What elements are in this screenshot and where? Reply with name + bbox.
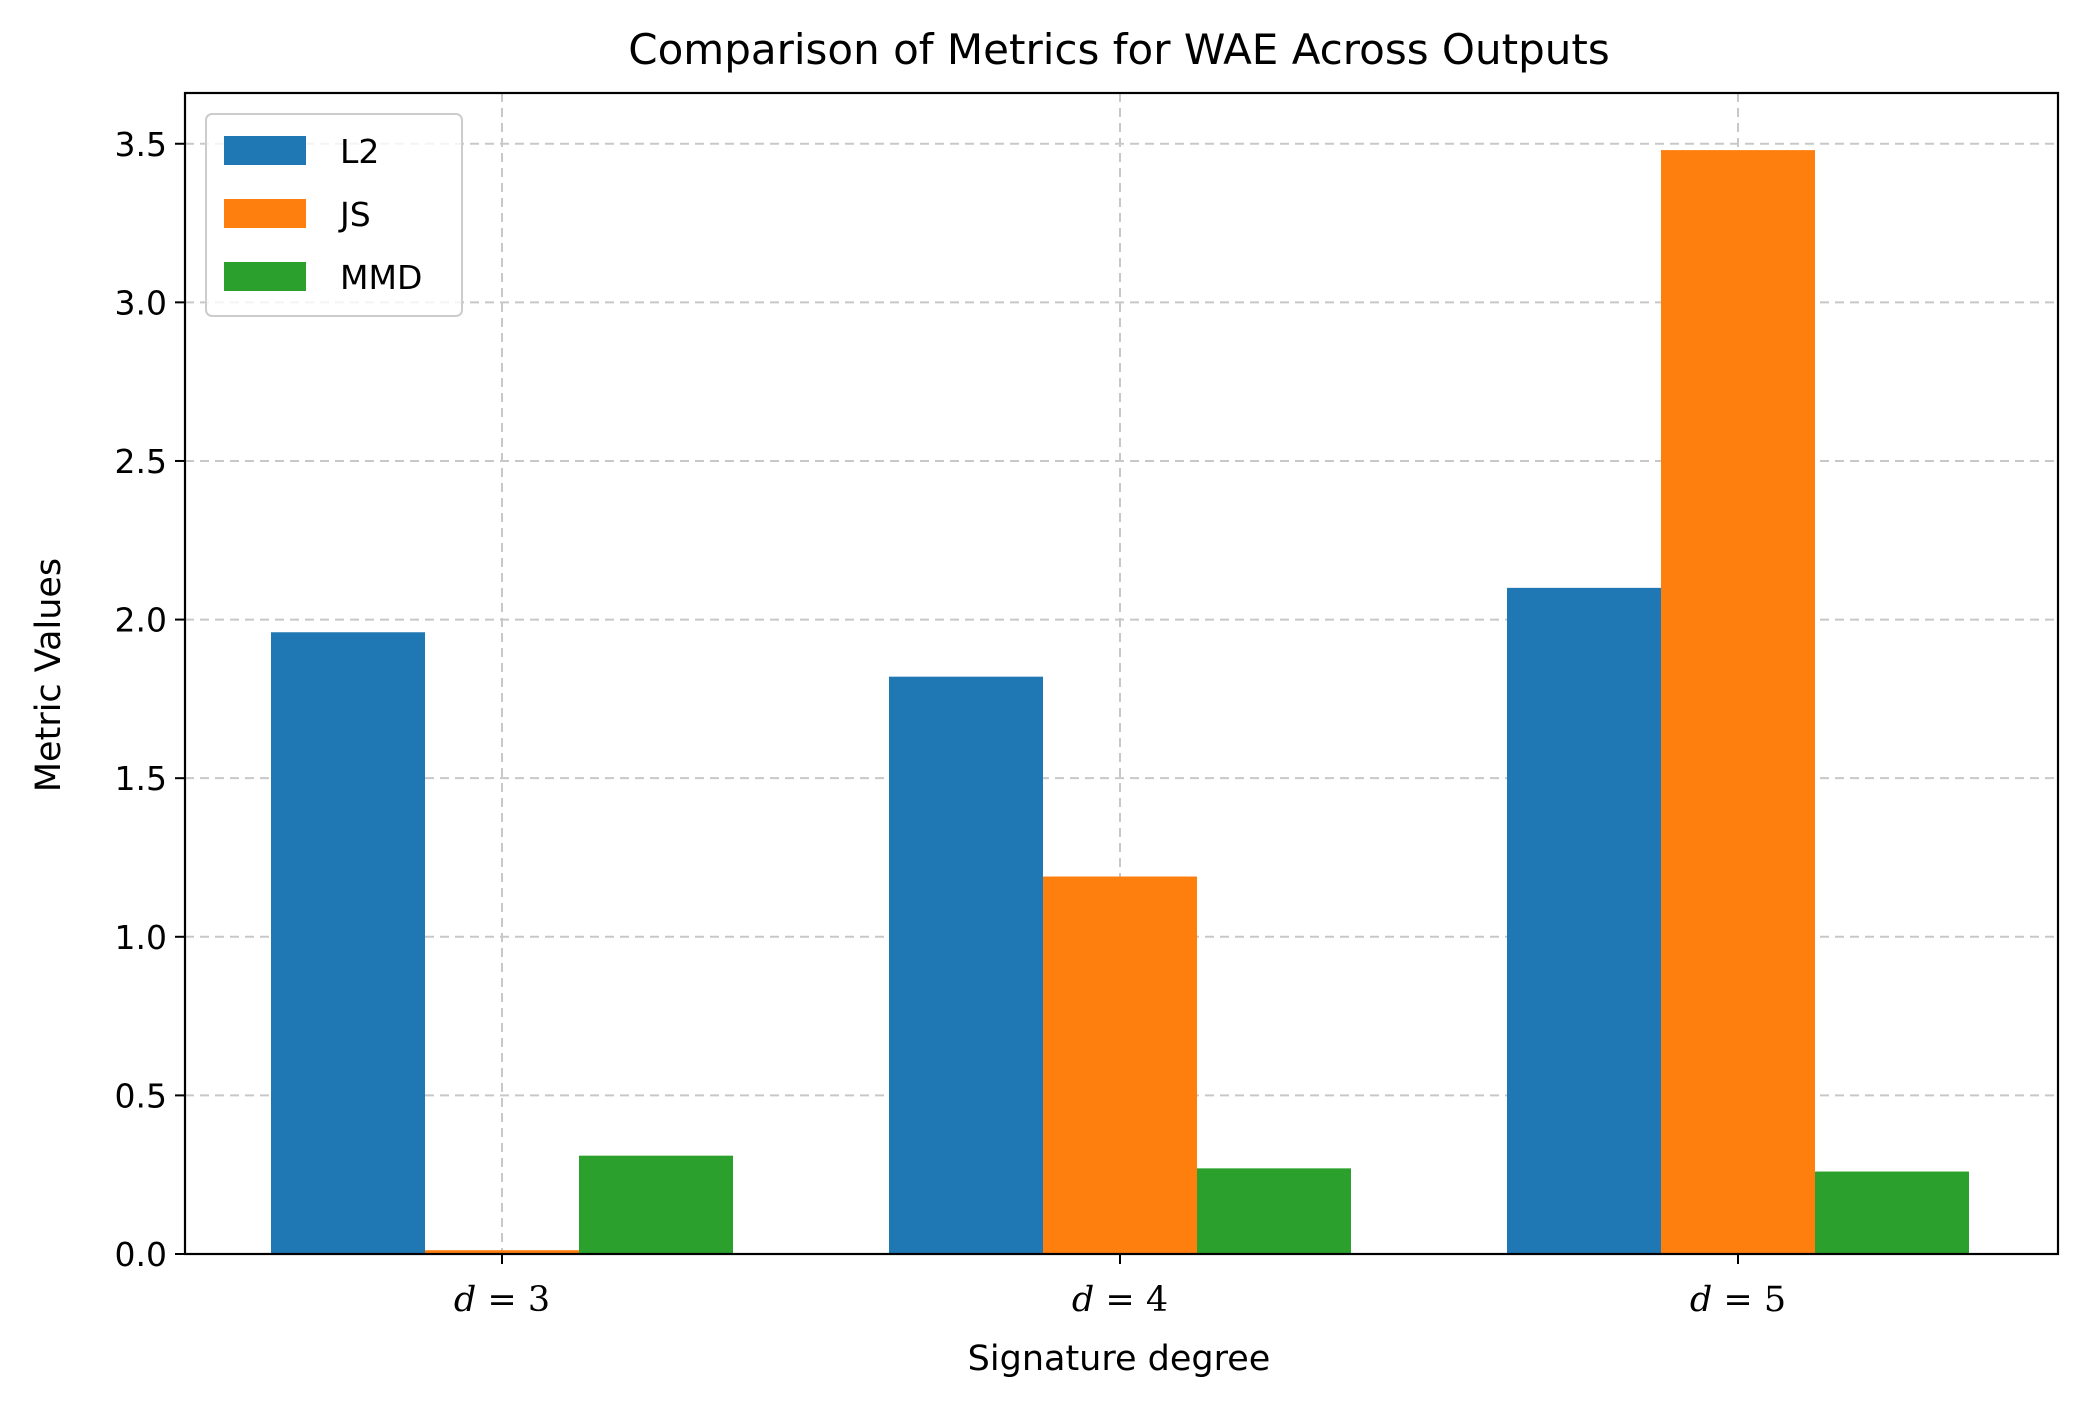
axis-ticks: 0.0 0.5 1.0 1.5 2.0 2.5 3.0 3.5 d = 3 d = 4 d = 5 xyxy=(115,125,1787,1320)
y-tick-label-0: 0.0 xyxy=(115,1235,167,1274)
y-tick-label-4: 2.0 xyxy=(115,601,167,640)
plot-frame xyxy=(183,91,2060,1256)
bars xyxy=(271,150,1969,1254)
y-axis-label: Metric Values xyxy=(29,558,69,792)
bar-js-0 xyxy=(425,1250,579,1254)
legend-swatch-mmd xyxy=(224,262,306,291)
bar-mmd-0 xyxy=(579,1155,733,1254)
bar-js-2 xyxy=(1661,150,1815,1254)
x-axis-label: Signature degree xyxy=(968,1339,1271,1379)
bar-js-1 xyxy=(1043,876,1197,1254)
bar-l2-2 xyxy=(1507,587,1661,1254)
bar-l2-1 xyxy=(889,676,1043,1254)
y-tick-label-7: 3.5 xyxy=(115,125,167,164)
x-tick-label-1: d = 4 xyxy=(1072,1280,1168,1320)
bar-mmd-2 xyxy=(1815,1171,1969,1254)
y-tick-label-1: 0.5 xyxy=(115,1076,167,1115)
y-tick-label-3: 1.5 xyxy=(115,759,167,798)
y-tick-label-5: 2.5 xyxy=(115,442,167,481)
y-tick-label-2: 1.0 xyxy=(115,918,167,957)
y-tick-label-6: 3.0 xyxy=(115,283,167,322)
x-tick-label-0: d = 3 xyxy=(454,1280,550,1320)
legend: L2 JS MMD xyxy=(205,113,463,317)
legend-label-js: JS xyxy=(338,195,371,234)
x-tick-label-2: d = 5 xyxy=(1690,1280,1786,1320)
bar-l2-0 xyxy=(271,632,425,1254)
legend-swatch-l2 xyxy=(224,136,306,165)
legend-label-mmd: MMD xyxy=(340,258,422,297)
chart-title: Comparison of Metrics for WAE Across Out… xyxy=(628,25,1609,74)
legend-label-l2: L2 xyxy=(340,132,379,171)
bar-mmd-1 xyxy=(1197,1168,1351,1254)
legend-swatch-js xyxy=(224,199,306,228)
